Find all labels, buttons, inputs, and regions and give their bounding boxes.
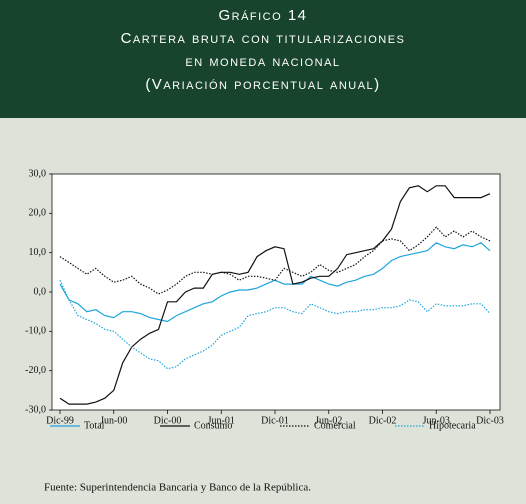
x-tick-label: Dic-02 [369, 415, 397, 426]
chart-title: Cartera bruta con titularizaciones [121, 30, 406, 47]
y-tick-label: -10,0 [25, 326, 46, 337]
y-tick-label: -20,0 [25, 365, 46, 376]
chart-title: en moneda nacional [185, 53, 340, 70]
plot-area [52, 174, 500, 410]
x-tick-label: Jun-01 [208, 415, 235, 426]
y-tick-label: 10,0 [29, 247, 47, 258]
x-tick-label: Dic-03 [476, 415, 504, 426]
source: Fuente: Superintendencia Bancaria y Banc… [44, 482, 311, 494]
legend-label: Comercial [314, 420, 356, 431]
y-tick-label: 20,0 [29, 208, 47, 219]
chart-title: Gráfico 14 [218, 7, 307, 24]
header [0, 0, 526, 118]
y-tick-label: 30,0 [29, 168, 47, 179]
x-tick-label: Dic-00 [154, 415, 182, 426]
x-tick-label: Jun-02 [315, 415, 342, 426]
legend-label: Hipotecaria [429, 420, 476, 431]
legend-label: Consumo [194, 420, 232, 431]
x-tick-label: Jun-03 [423, 415, 450, 426]
x-tick-label: Jun-00 [100, 415, 127, 426]
series-line [59, 279, 491, 370]
x-tick-label: Dic-99 [46, 415, 74, 426]
series-line [59, 226, 491, 295]
y-tick-label: -30,0 [25, 404, 46, 415]
x-tick-label: Dic-01 [261, 415, 289, 426]
y-tick-label: 0,0 [34, 286, 47, 297]
chart-title: (Variación porcentual anual) [145, 76, 380, 93]
legend-label: Total [84, 420, 105, 431]
